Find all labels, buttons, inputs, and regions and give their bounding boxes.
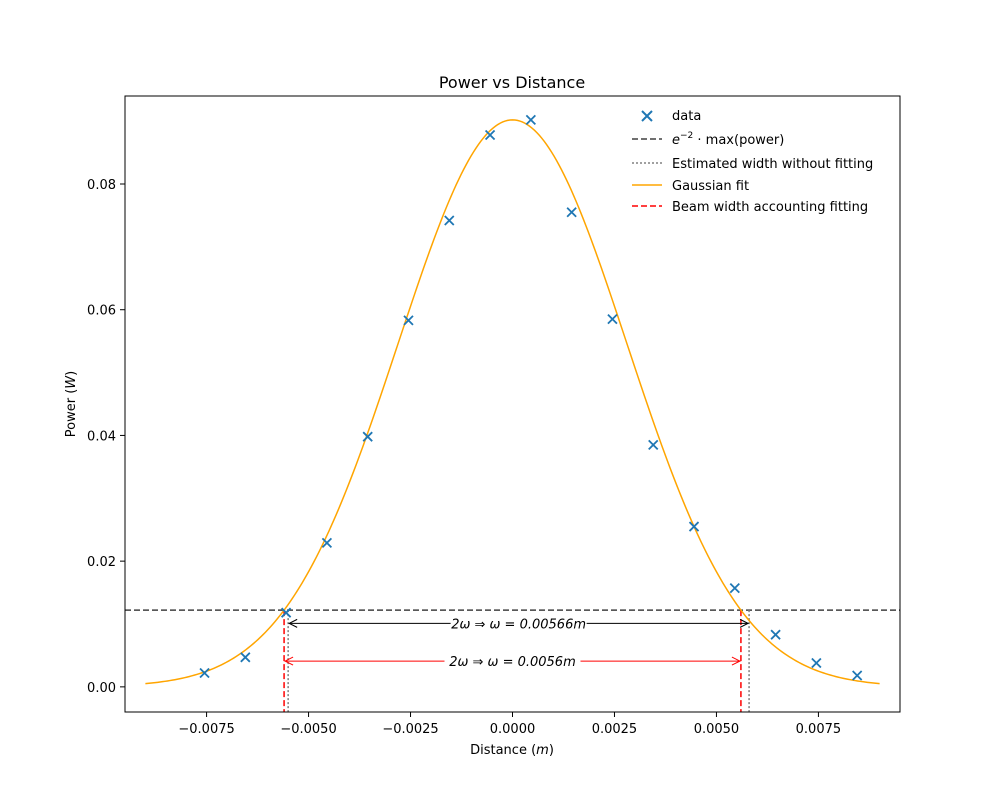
x-tick-label: 0.0050 xyxy=(694,722,740,737)
legend-label-gaussian: Gaussian fit xyxy=(672,179,749,194)
annotation-label: 2ω ⇒ ω = 0.0056m xyxy=(449,655,576,670)
y-axis: 0.00 0.02 0.04 0.06 0.08 xyxy=(87,178,125,696)
y-tick-label: 0.08 xyxy=(87,178,116,193)
x-tick-label: −0.0025 xyxy=(382,722,438,737)
x-tick-label: 0.0000 xyxy=(490,722,536,737)
x-axis-label: Distance (m) xyxy=(470,743,554,758)
x-tick-label: −0.0075 xyxy=(178,722,234,737)
gaussian-fit-curve xyxy=(145,119,880,685)
data-point xyxy=(607,314,618,325)
y-tick-label: 0.06 xyxy=(87,304,116,319)
data-point xyxy=(280,607,292,618)
data-point xyxy=(729,583,740,594)
data-point xyxy=(770,629,781,640)
y-axis-label: Power (W) xyxy=(64,371,79,437)
x-tick-label: 0.0075 xyxy=(796,722,842,737)
annotation-arrow-head-left xyxy=(283,656,294,666)
data-point xyxy=(811,657,822,669)
y-tick-label: 0.04 xyxy=(87,429,116,444)
y-tick-label: 0.02 xyxy=(87,555,116,570)
annotation-arrow-head-right xyxy=(731,656,742,666)
data-point xyxy=(852,670,863,681)
data-point xyxy=(566,207,577,218)
data-point xyxy=(525,114,536,126)
annotation-label: 2ω ⇒ ω = 0.00566m xyxy=(451,617,586,632)
legend: data e−2 · max(power) Estimated width wi… xyxy=(632,109,873,215)
x-axis: −0.0075 −0.0050 −0.0025 0.0000 0.0025 0.0050 0… xyxy=(178,712,841,737)
width-annotation: 2ω ⇒ ω = 0.0056m xyxy=(283,651,742,672)
data-point xyxy=(362,431,373,442)
annotation-arrow-head-left xyxy=(288,618,298,628)
x-tick-label: 0.0025 xyxy=(592,722,638,737)
data-point xyxy=(321,537,333,549)
data-point xyxy=(484,129,496,141)
legend-label-threshold: e−2 · max(power) xyxy=(672,131,784,148)
chart-title: Power vs Distance xyxy=(439,73,585,92)
legend-marker-data xyxy=(641,110,653,122)
annotation-arrow-head-right xyxy=(739,618,750,628)
x-tick-label: −0.0050 xyxy=(280,722,336,737)
legend-label-data: data xyxy=(672,109,701,124)
data-point xyxy=(403,315,414,326)
width-annotation: 2ω ⇒ ω = 0.00566m xyxy=(288,613,750,634)
annotations: 2ω ⇒ ω = 0.00566m 2ω ⇒ ω = 0.0056m xyxy=(283,613,750,672)
data-point xyxy=(688,521,700,532)
data-point xyxy=(240,652,251,663)
y-tick-label: 0.00 xyxy=(87,681,116,696)
legend-label-estimated: Estimated width without fitting xyxy=(672,157,873,172)
legend-label-fit-width: Beam width accounting fitting xyxy=(672,200,868,215)
data-point xyxy=(648,439,659,450)
annotation-label-background xyxy=(444,651,581,672)
data-point xyxy=(444,215,455,226)
annotation-label-background xyxy=(450,613,587,634)
plot-area xyxy=(125,114,900,712)
data-point xyxy=(199,667,210,679)
